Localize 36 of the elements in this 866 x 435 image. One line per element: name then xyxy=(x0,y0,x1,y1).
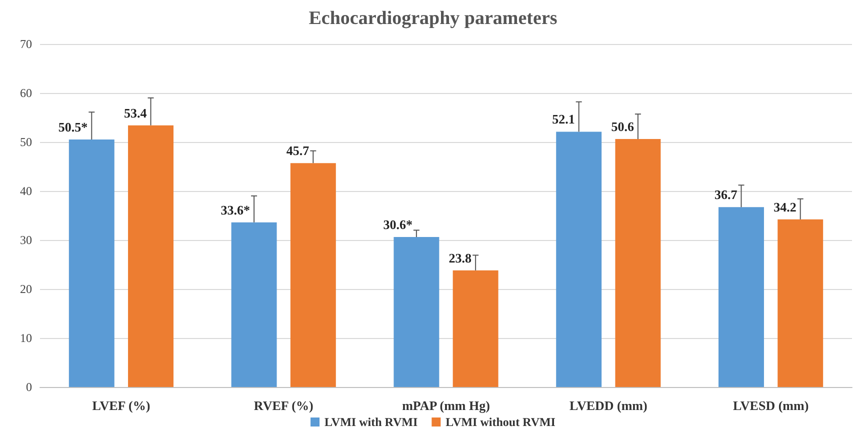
data-label: 23.8 xyxy=(448,250,472,266)
bar xyxy=(778,219,824,387)
data-label: 50.5* xyxy=(58,120,88,135)
data-label: 34.2 xyxy=(774,199,796,214)
bar xyxy=(556,132,602,387)
y-tick-label: 30 xyxy=(20,233,32,247)
bar xyxy=(615,139,661,387)
y-tick-label: 10 xyxy=(20,331,32,345)
x-tick-label: mPAP (mm Hg) xyxy=(402,398,490,413)
y-tick-label: 0 xyxy=(26,380,32,394)
y-tick-label: 40 xyxy=(20,184,32,198)
bar xyxy=(718,207,764,387)
legend-label: LVMI without RVMI xyxy=(446,415,556,429)
legend-label: LVMI with RVMI xyxy=(324,415,418,429)
x-tick-label: LVESD (mm) xyxy=(732,398,809,413)
data-label: 53.4 xyxy=(124,105,148,120)
data-label: 50.6 xyxy=(611,119,634,134)
chart-title: Echocardiography parameters xyxy=(308,8,558,29)
bar xyxy=(394,237,440,387)
y-tick-label: 60 xyxy=(20,86,32,100)
x-tick-label: LVEDD (mm) xyxy=(569,398,648,413)
y-tick-label: 20 xyxy=(20,282,32,296)
data-label: 33.6* xyxy=(220,202,250,218)
data-label: 30.6* xyxy=(383,217,412,232)
x-tick-label: RVEF (%) xyxy=(254,398,314,413)
x-tick-label: LVEF (%) xyxy=(92,398,150,413)
y-tick-label: 70 xyxy=(20,37,32,51)
data-label: 52.1 xyxy=(552,112,575,127)
bar xyxy=(128,125,174,387)
bar xyxy=(231,222,277,387)
bar xyxy=(452,270,498,387)
y-tick-label: 50 xyxy=(20,135,32,149)
data-label: 36.7 xyxy=(714,187,738,202)
data-label: 45.7 xyxy=(286,143,310,158)
bar xyxy=(290,163,336,387)
bar xyxy=(68,140,114,387)
